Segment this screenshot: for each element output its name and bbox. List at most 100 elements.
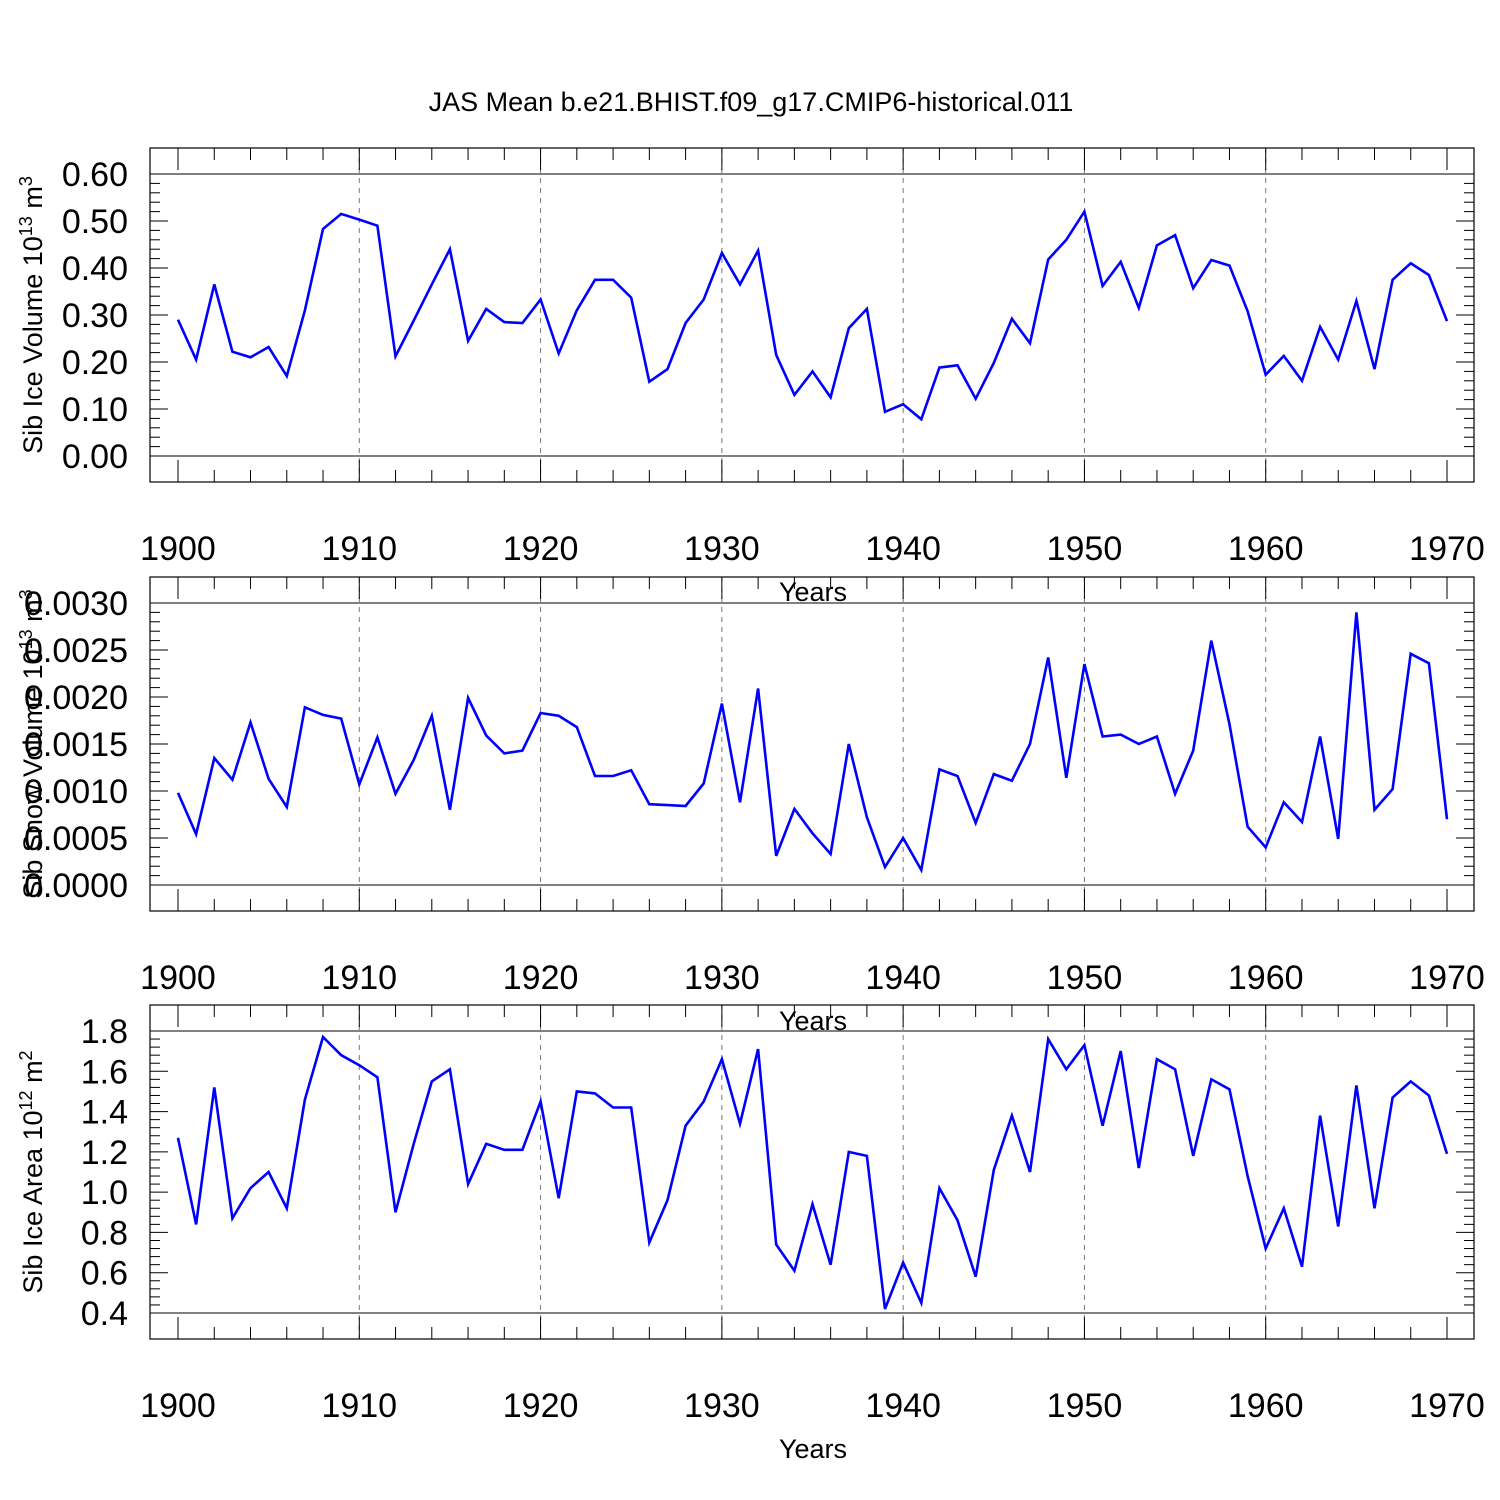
- data-point: [1156, 736, 1157, 737]
- data-point: [449, 249, 450, 250]
- data-point: [1229, 724, 1230, 725]
- data-point: [576, 726, 577, 727]
- data-point: [1029, 1171, 1030, 1172]
- data-point: [830, 397, 831, 398]
- data-point: [830, 1264, 831, 1265]
- data-point: [667, 1200, 668, 1201]
- data-point: [1301, 380, 1302, 381]
- data-point: [776, 1244, 777, 1245]
- data-point: [1120, 261, 1121, 262]
- data-point: [667, 805, 668, 806]
- x-tick-label: 1950: [1047, 530, 1123, 568]
- data-point: [903, 1262, 904, 1263]
- data-point: [1283, 355, 1284, 356]
- data-point: [196, 834, 197, 835]
- data-point: [1011, 780, 1012, 781]
- data-point: [866, 1155, 867, 1156]
- data-point: [975, 398, 976, 399]
- data-point: [413, 759, 414, 760]
- data-point: [341, 718, 342, 719]
- data-point: [1048, 657, 1049, 658]
- x-tick-label: 1910: [321, 959, 397, 997]
- data-point: [612, 279, 613, 280]
- data-point: [304, 310, 305, 311]
- data-point: [413, 320, 414, 321]
- data-point: [377, 737, 378, 738]
- data-point: [304, 707, 305, 708]
- data-point: [1247, 311, 1248, 312]
- data-point: [884, 411, 885, 412]
- y-axis-title: Sib Snow Volume 1013 m3: [16, 589, 48, 898]
- data-point: [1193, 1155, 1194, 1156]
- data-point: [1265, 374, 1266, 375]
- data-point: [1338, 359, 1339, 360]
- data-point: [739, 1123, 740, 1124]
- data-point: [721, 252, 722, 253]
- data-point: [776, 855, 777, 856]
- y-tick-label: 1.0: [81, 1174, 128, 1212]
- data-point: [721, 703, 722, 704]
- y-tick-label: 0.40: [62, 250, 128, 288]
- y-tick-label: 0.0030: [24, 585, 128, 623]
- data-point: [1392, 279, 1393, 280]
- data-point: [1156, 245, 1157, 246]
- data-point: [1301, 1266, 1302, 1267]
- data-point: [1029, 343, 1030, 344]
- data-point: [196, 1224, 197, 1225]
- x-tick-label: 1920: [503, 1387, 579, 1425]
- data-point: [504, 321, 505, 322]
- data-point: [232, 779, 233, 780]
- y-axis-title-part: m: [18, 599, 48, 629]
- data-point: [921, 419, 922, 420]
- plot-frame: [149, 147, 1475, 483]
- data-point: [1102, 1125, 1103, 1126]
- data-point: [540, 299, 541, 300]
- x-tick-label: 1940: [865, 959, 941, 997]
- data-point: [341, 1055, 342, 1056]
- data-point: [1066, 777, 1067, 778]
- data-point: [486, 308, 487, 309]
- y-tick-label: 0.0010: [24, 773, 128, 811]
- data-point: [449, 1069, 450, 1070]
- data-point: [758, 1049, 759, 1050]
- data-point: [522, 1149, 523, 1150]
- data-point: [993, 773, 994, 774]
- data-point: [1102, 285, 1103, 286]
- data-point: [649, 1242, 650, 1243]
- x-tick-label: 1930: [684, 959, 760, 997]
- data-point: [177, 319, 178, 320]
- y-axis-title-part: Sib Snow Volume 10: [18, 649, 48, 898]
- data-point: [685, 1125, 686, 1126]
- x-axis-title: Years: [779, 1434, 847, 1464]
- data-point: [395, 793, 396, 794]
- data-point: [957, 365, 958, 366]
- y-axis-title-part: Sib Ice Volume 10: [18, 236, 48, 454]
- data-point: [631, 297, 632, 298]
- data-point: [286, 376, 287, 377]
- data-point: [884, 1308, 885, 1309]
- data-point: [1428, 1095, 1429, 1096]
- data-point: [1446, 1153, 1447, 1154]
- panel-ice-volume: 0.00 0.10 0.20 0.30 0.40 0.50 0.60 1900 1910 1920…: [16, 147, 1485, 607]
- y-axis-title-part: 13: [16, 629, 36, 649]
- data-point: [1247, 826, 1248, 827]
- data-point: [1011, 1115, 1012, 1116]
- data-point: [739, 284, 740, 285]
- y-tick-label: 0.8: [81, 1214, 128, 1252]
- data-point: [504, 1149, 505, 1150]
- data-point: [1229, 1089, 1230, 1090]
- x-tick-label: 1930: [684, 530, 760, 568]
- data-point: [1229, 265, 1230, 266]
- data-point: [1247, 1175, 1248, 1176]
- y-axis-title-part: m: [18, 1060, 48, 1090]
- data-point: [1138, 743, 1139, 744]
- data-point: [467, 1183, 468, 1184]
- x-tick-label: 1960: [1228, 1387, 1304, 1425]
- data-point: [848, 328, 849, 329]
- y-tick-label: 1.4: [81, 1094, 128, 1132]
- data-point: [685, 805, 686, 806]
- y-tick-label: 0.00: [62, 438, 128, 476]
- y-tick-label: 0.10: [62, 391, 128, 429]
- data-point: [341, 213, 342, 214]
- data-point: [1156, 1059, 1157, 1060]
